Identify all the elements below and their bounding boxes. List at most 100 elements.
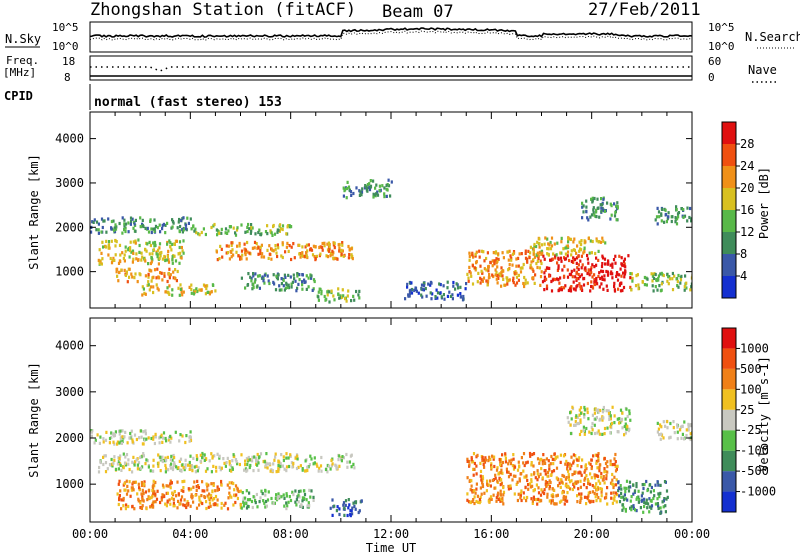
- power-cell: [179, 287, 182, 291]
- velocity-cbar-band: [722, 368, 736, 390]
- velocity-cell: [600, 490, 603, 494]
- power-cell: [664, 212, 668, 217]
- velocity-cell: [138, 486, 141, 490]
- power-cell: [631, 276, 634, 281]
- velocity-cell: [280, 495, 283, 499]
- power-cell: [576, 244, 579, 248]
- velocity-cell: [151, 488, 154, 493]
- velocity-cell: [158, 436, 161, 440]
- velocity-cell: [150, 496, 153, 500]
- velocity-cell: [351, 506, 354, 510]
- power-cell: [101, 225, 104, 230]
- power-cell: [439, 291, 442, 295]
- time-tick-label: 16:00: [473, 527, 509, 541]
- velocity-cell: [346, 460, 349, 464]
- velocity-cell: [169, 434, 172, 438]
- velocity-cell: [146, 498, 149, 502]
- velocity-cell: [161, 483, 165, 487]
- power-cell: [158, 246, 161, 250]
- power-cell: [118, 270, 121, 274]
- power-cell: [372, 192, 375, 196]
- power-cell: [558, 281, 561, 285]
- velocity-cell: [474, 491, 477, 495]
- power-cell: [598, 215, 601, 219]
- power-cell: [95, 220, 99, 224]
- velocity-cell: [248, 491, 251, 495]
- power-cell: [163, 274, 166, 278]
- velocity-cell: [614, 460, 617, 464]
- power-cell: [539, 259, 542, 263]
- velocity-cell: [256, 463, 259, 467]
- velocity-cell: [576, 494, 579, 498]
- power-cell: [623, 264, 626, 268]
- velocity-cell: [326, 470, 329, 474]
- power-cell: [147, 262, 150, 266]
- velocity-cell: [643, 500, 646, 505]
- power-cell: [515, 275, 519, 279]
- power-cell: [677, 273, 680, 278]
- velocity-cell: [123, 482, 126, 486]
- velocity-cell: [649, 498, 652, 503]
- velocity-cell: [576, 480, 579, 484]
- velocity-cell: [591, 413, 594, 417]
- velocity-cell: [531, 452, 534, 457]
- velocity-cell: [257, 468, 260, 472]
- power-cell: [545, 284, 549, 288]
- velocity-cell: [256, 459, 259, 463]
- power-cell: [556, 241, 559, 245]
- velocity-cell: [522, 469, 525, 473]
- power-cell: [272, 273, 275, 277]
- power-cell: [427, 282, 430, 286]
- power-cell: [502, 256, 505, 260]
- velocity-cell: [139, 501, 142, 505]
- power-cell: [590, 271, 593, 275]
- velocity-cell: [609, 414, 612, 418]
- velocity-cell: [285, 492, 288, 496]
- power-cell: [153, 229, 156, 233]
- velocity-cell: [189, 454, 192, 458]
- velocity-cell: [193, 465, 196, 469]
- velocity-cell: [307, 501, 310, 505]
- power-cell: [257, 230, 260, 235]
- velocity-cell: [285, 452, 288, 456]
- power-cell: [290, 282, 293, 286]
- velocity-cell: [499, 493, 502, 497]
- velocity-cell: [656, 421, 659, 425]
- velocity-cell: [495, 499, 498, 503]
- velocity-cell: [354, 501, 357, 505]
- power-cell: [491, 273, 494, 277]
- power-cell: [611, 262, 614, 266]
- velocity-cell: [262, 499, 265, 503]
- power-cell: [658, 284, 661, 288]
- power-cell: [248, 251, 251, 255]
- power-cell: [254, 272, 257, 276]
- velocity-cell: [565, 459, 568, 463]
- velocity-cell: [212, 503, 215, 507]
- power-cell: [279, 227, 282, 231]
- velocity-cell: [489, 457, 492, 462]
- power-cell: [124, 273, 127, 277]
- velocity-cell: [159, 455, 162, 459]
- velocity-cell: [203, 489, 206, 493]
- velocity-cell: [216, 503, 219, 507]
- velocity-cell: [158, 441, 161, 445]
- velocity-cell: [220, 479, 223, 484]
- power-cell: [590, 251, 593, 255]
- power-cell: [579, 259, 582, 263]
- power-cell: [383, 195, 386, 199]
- velocity-cell: [583, 405, 586, 410]
- power-cell: [171, 255, 174, 259]
- power-cell: [601, 203, 604, 207]
- velocity-cell: [511, 478, 514, 482]
- power-cell: [131, 260, 134, 264]
- power-cell: [582, 204, 585, 208]
- power-cell: [123, 218, 126, 222]
- power-cell: [446, 280, 449, 284]
- power-cell: [611, 272, 614, 276]
- power-cell: [466, 272, 469, 276]
- velocity-cell: [650, 485, 653, 490]
- power-cell: [113, 226, 116, 230]
- power-cell: [234, 231, 237, 235]
- velocity-cell: [235, 493, 238, 497]
- power-cell: [549, 240, 552, 245]
